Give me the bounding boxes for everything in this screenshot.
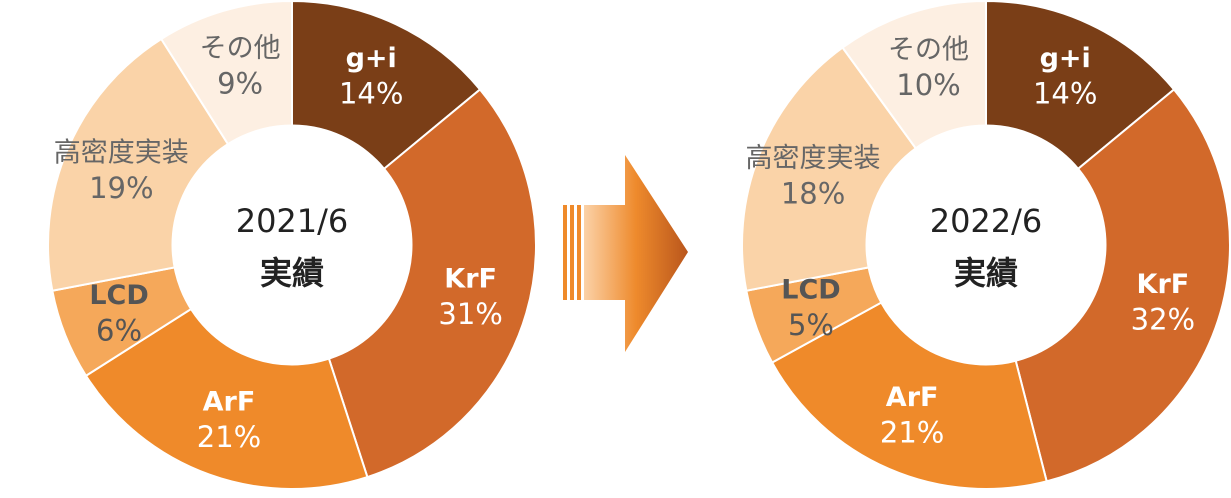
donut-hole [865,124,1107,366]
value-label: 32% [1131,302,1195,336]
value-label: 10% [896,68,960,102]
value-label: 14% [339,77,403,111]
value-label: 9% [217,66,263,100]
value-label: 19% [89,171,153,205]
value-label: 18% [781,177,845,211]
slice [984,88,1231,483]
slice-label: g+i [346,43,397,74]
slice-label: その他 [200,33,281,64]
value-label: 6% [96,313,142,347]
slice-label: KrF [1137,269,1190,300]
slice-label: ArF [886,382,939,413]
center-subtitle: 実績 [260,254,324,292]
center-title: 2021/6 [236,202,349,240]
value-label: 14% [1033,77,1097,111]
slice-label: LCD [89,280,148,311]
donut-hole [171,124,413,366]
value-label: 21% [197,420,261,454]
slice-label: その他 [888,35,969,66]
slice [290,88,537,479]
slice-label: 高密度実装 [746,143,881,174]
value-label: 5% [788,308,834,342]
arrow [563,155,688,352]
slice-label: ArF [203,387,256,418]
value-label: 31% [438,297,502,331]
center-subtitle: 実績 [954,254,1018,292]
slice-label: LCD [781,275,840,306]
center-title: 2022/6 [930,202,1043,240]
value-label: 21% [880,416,944,450]
slice-label: g+i [1040,43,1091,74]
slice-label: 高密度実装 [54,138,189,169]
slice-label: KrF [444,263,497,294]
